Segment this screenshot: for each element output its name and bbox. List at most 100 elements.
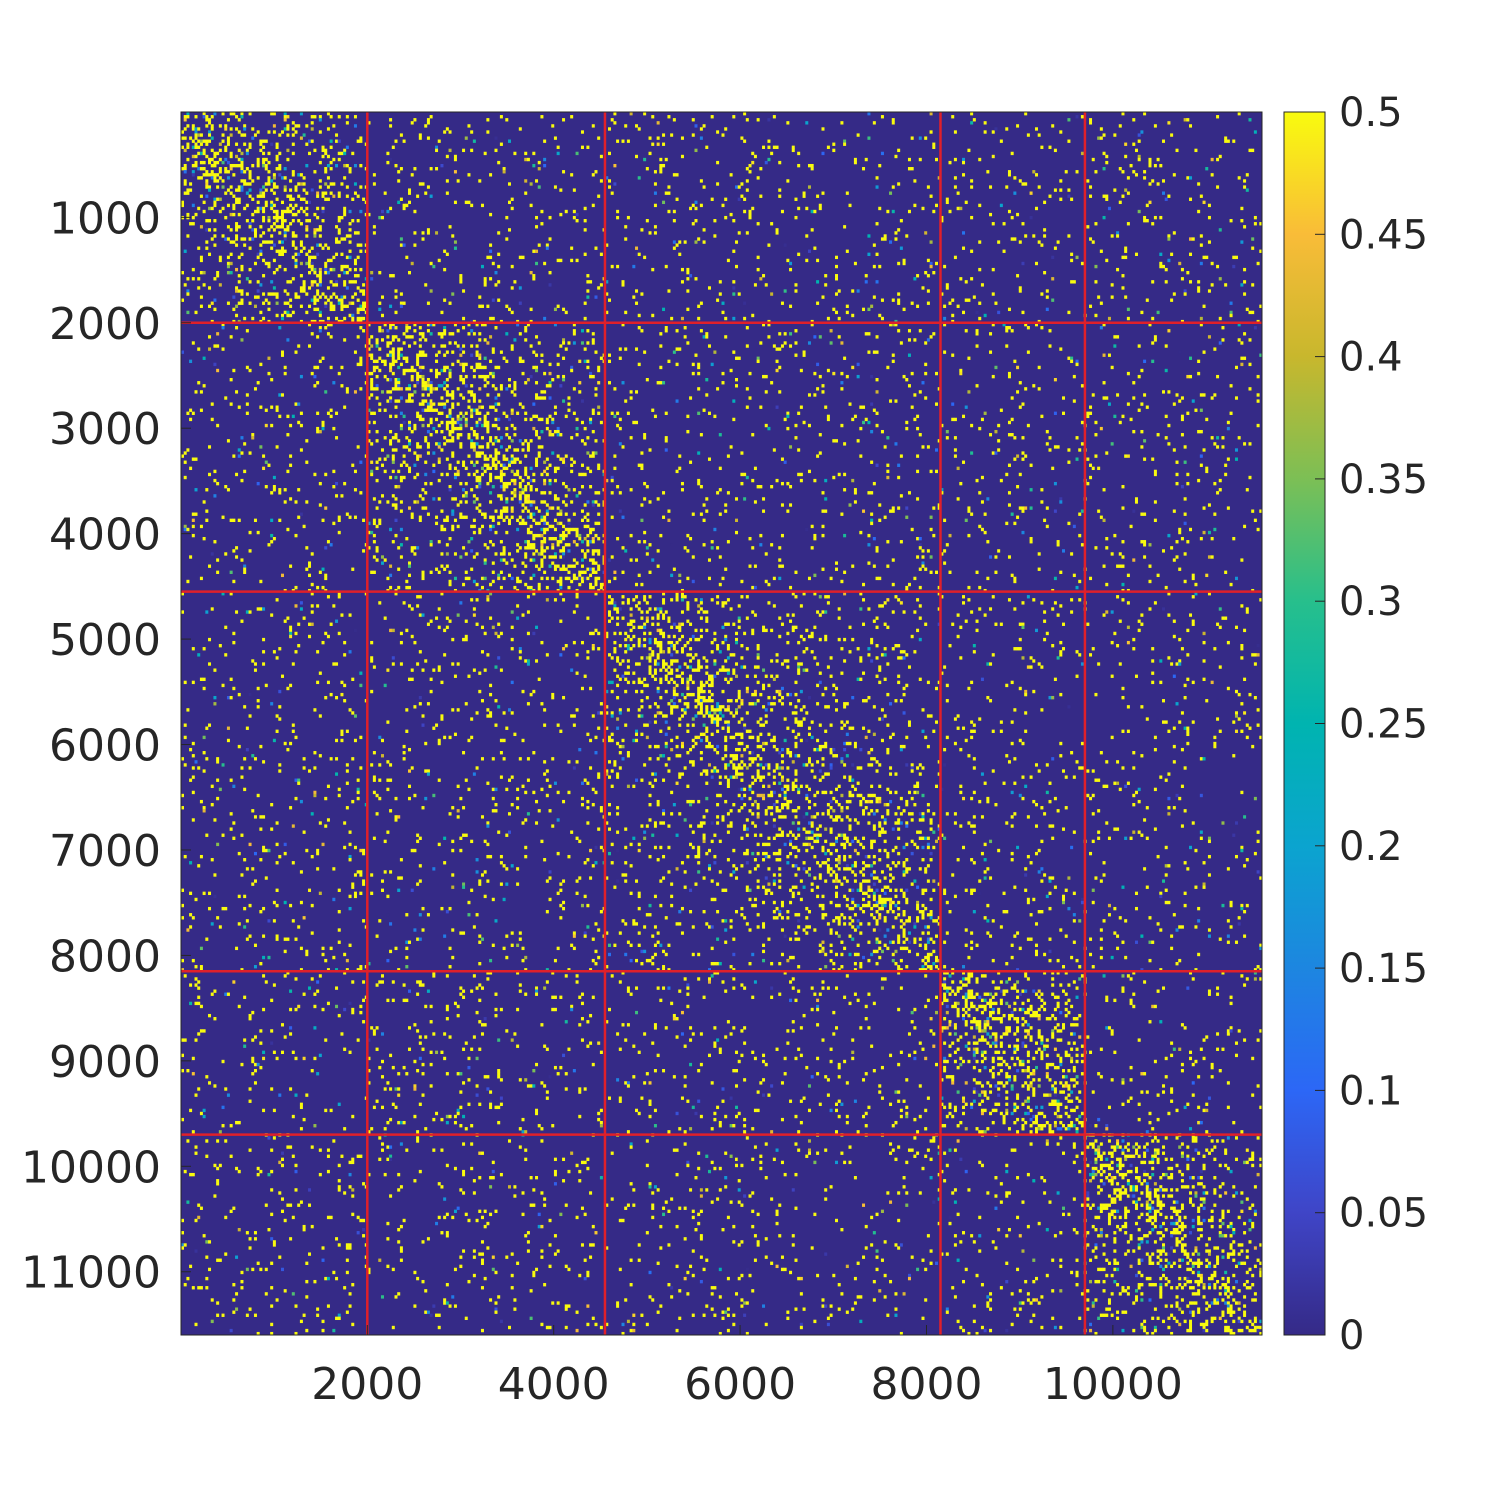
heatmap-cell <box>567 543 571 547</box>
heatmap-cell <box>572 540 576 544</box>
heatmap-cell <box>221 234 225 238</box>
heatmap-cell <box>397 356 401 360</box>
heatmap-cell <box>564 533 568 538</box>
heatmap-cell <box>359 316 363 321</box>
heatmap-cell <box>562 399 566 403</box>
heatmap-cell <box>405 356 409 360</box>
heatmap-cell <box>540 546 544 550</box>
heatmap-cell <box>197 206 201 211</box>
heatmap-cell <box>256 130 260 134</box>
heatmap-cell <box>386 160 390 165</box>
heatmap-cell <box>562 1157 566 1162</box>
heatmap-cell <box>526 500 530 504</box>
heatmap-cell <box>440 592 444 596</box>
heatmap-cell <box>237 1120 241 1125</box>
heatmap-cell <box>343 971 347 975</box>
heatmap-cell <box>399 197 403 201</box>
heatmap-cell <box>497 1075 501 1079</box>
heatmap-cell <box>489 1176 493 1180</box>
heatmap-cell <box>478 934 482 938</box>
heatmap-cell <box>310 264 314 269</box>
heatmap-cell <box>380 888 384 892</box>
heatmap-cell <box>189 188 193 192</box>
heatmap-cell <box>389 157 393 162</box>
heatmap-cell <box>599 702 603 706</box>
heatmap-cell <box>605 705 609 709</box>
heatmap-cell <box>624 310 628 315</box>
heatmap-cell <box>294 533 298 538</box>
heatmap-cell <box>270 203 274 208</box>
heatmap-cell <box>291 919 295 923</box>
heatmap-cell <box>313 270 317 275</box>
heatmap-cell <box>559 592 563 596</box>
heatmap-cell <box>494 396 498 400</box>
heatmap-cell <box>624 399 628 403</box>
heatmap-cell <box>459 1188 463 1192</box>
heatmap-cell <box>397 365 401 370</box>
heatmap-cell <box>572 573 576 578</box>
heatmap-cell <box>413 640 417 645</box>
heatmap-cell <box>518 647 522 651</box>
heatmap-cell <box>516 576 520 581</box>
heatmap-cell <box>394 946 398 951</box>
heatmap-cell <box>256 194 260 198</box>
heatmap-cell <box>629 1328 633 1333</box>
heatmap-cell <box>551 995 555 999</box>
heatmap-cell <box>389 1154 393 1158</box>
heatmap-cell <box>426 393 430 397</box>
heatmap-cell <box>313 992 317 996</box>
heatmap-cell <box>421 506 425 510</box>
heatmap-cell <box>599 154 603 159</box>
heatmap-cell <box>580 485 584 489</box>
heatmap-cell <box>518 937 522 941</box>
heatmap-cell <box>532 277 536 281</box>
heatmap-cell <box>432 426 436 431</box>
heatmap-cell <box>386 1264 390 1269</box>
heatmap-cell <box>210 417 214 422</box>
heatmap-cell <box>245 411 249 415</box>
heatmap-cell <box>208 891 212 896</box>
heatmap-cell <box>318 714 322 718</box>
heatmap-cell <box>572 387 576 391</box>
heatmap-cell <box>616 812 620 816</box>
heatmap-cell <box>272 124 276 128</box>
heatmap-cell <box>189 417 193 422</box>
heatmap-cell <box>475 913 479 917</box>
heatmap-cell <box>613 760 617 764</box>
heatmap-cell <box>521 1117 525 1122</box>
heatmap-cell <box>186 1200 190 1204</box>
heatmap-cell <box>575 595 579 599</box>
heatmap-cell <box>294 252 298 257</box>
heatmap-cell <box>510 439 514 443</box>
heatmap-cell <box>470 1166 474 1171</box>
heatmap-cell <box>259 607 263 611</box>
heatmap-cell <box>499 882 503 886</box>
heatmap-cell <box>451 436 455 440</box>
heatmap-cell <box>378 980 382 984</box>
heatmap-cell <box>224 653 228 657</box>
heatmap-cell <box>599 910 603 914</box>
heatmap-cell <box>608 595 611 599</box>
heatmap-cell <box>545 246 549 250</box>
heatmap-cell <box>186 1139 190 1143</box>
heatmap-cell <box>208 133 212 137</box>
heatmap-cell <box>289 903 293 908</box>
heatmap-cell <box>245 365 249 370</box>
heatmap-cell <box>337 1185 341 1189</box>
heatmap-cell <box>335 163 339 168</box>
heatmap-cell <box>572 1069 576 1073</box>
heatmap-cell <box>329 408 333 412</box>
heatmap-cell <box>480 512 484 516</box>
heatmap-cell <box>205 219 209 223</box>
heatmap-cell <box>480 1032 484 1036</box>
heatmap-cell <box>221 1059 225 1064</box>
heatmap-cell <box>345 512 349 516</box>
heatmap-cell <box>562 533 566 538</box>
heatmap-cell <box>478 1252 482 1256</box>
heatmap-cell <box>278 414 282 419</box>
heatmap-cell <box>335 411 339 415</box>
heatmap-cell <box>337 793 341 798</box>
heatmap-cell <box>224 215 228 220</box>
heatmap-cell <box>302 289 306 293</box>
heatmap-cell <box>280 1163 284 1168</box>
